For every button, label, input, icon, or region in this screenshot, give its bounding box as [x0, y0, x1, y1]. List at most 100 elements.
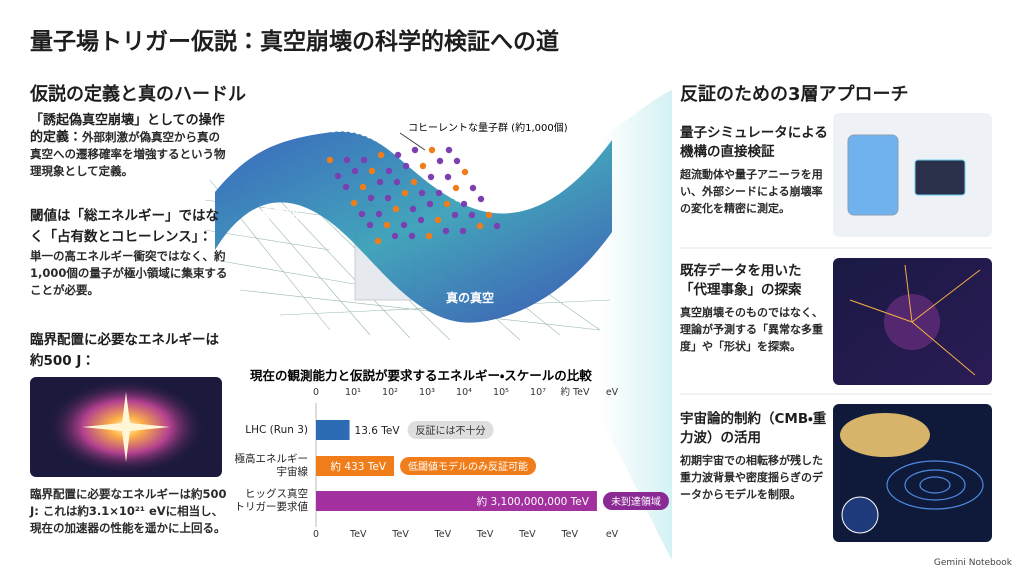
bar — [316, 491, 597, 511]
quantum-dot — [350, 199, 358, 207]
block-heading: 「誘起偽真空崩壊」としての操作的定義： — [30, 113, 225, 145]
quantum-dot — [394, 151, 402, 159]
block-heading: 閾値は「総エネルギー」ではなく「占有数とコヒーレンス」： — [30, 208, 219, 245]
right-block: 宇宙論的制約（CMB・重力波）の活用 初期宇宙での相転移が残した重力波背景や密度… — [680, 410, 828, 503]
right-block: 既存データを用いた「代理事象」の探索 真空崩壊そのものではなく、理論が予測する「… — [680, 262, 828, 355]
value-label: 約 433 TeV — [331, 460, 387, 473]
quantum-dot — [384, 194, 392, 202]
x-axis-bottom-label: eV — [606, 529, 619, 540]
quantum-dot — [368, 167, 376, 175]
quantum-dot — [360, 156, 368, 164]
right-block: 量子シミュレータによる機構の直接検証 超流動体や量子アニーラを用い、外部シードに… — [680, 124, 828, 217]
quantum-dot — [391, 232, 399, 240]
block-body: 単一の高エネルギー衝突ではなく、約1,000個の量子が極小領域に集束することが必… — [30, 249, 228, 297]
cluster-label: コヒーレントな量子群 (約1,000個) — [408, 121, 568, 134]
quantum-dot — [444, 173, 452, 181]
note-pill — [407, 421, 494, 439]
quantum-dot — [419, 162, 427, 170]
left-block: 「誘起偽真空崩壊」としての操作的定義：外部刺激が偽真空から真の真空への遷移確率を… — [30, 112, 230, 180]
quantum-dot — [343, 156, 351, 164]
right-heading: 反証のための3層アプローチ — [680, 84, 909, 105]
simulator-cylinder — [847, 134, 899, 216]
quantum-dot — [366, 221, 374, 229]
x-axis-top-label: 約 TeV — [560, 386, 590, 398]
note-pill — [400, 457, 537, 475]
x-axis-bottom-label: TeV — [560, 529, 578, 540]
x-axis-top-label: 10³ — [419, 387, 435, 398]
value-label: 約 3,100,000,000 TeV — [477, 495, 590, 508]
x-axis-bottom-label: TeV — [349, 529, 367, 540]
x-axis-top-label: 0 — [313, 387, 319, 398]
left-heading: 仮説の定義と真のハードル — [30, 84, 246, 105]
category-label: ヒッグス真空 トリガー要求値 — [234, 488, 309, 513]
x-axis-bottom-label: TeV — [434, 529, 452, 540]
category-label: LHC (Run 3) — [245, 423, 308, 436]
galaxy-inset — [841, 496, 879, 534]
quantum-dot — [436, 157, 444, 165]
quantum-dot — [428, 146, 436, 154]
quantum-dot — [400, 221, 408, 229]
block-body: 外部刺激が偽真空から真の真空への遷移確率を増強するという物理現象として定義。 — [30, 130, 226, 178]
x-axis-top-label: 10⁴ — [456, 387, 472, 398]
note-pill — [602, 492, 669, 510]
category-label: 極高エネルギー 宇宙線 — [234, 453, 309, 478]
quantum-dot — [326, 156, 334, 164]
quantum-dot — [435, 189, 443, 197]
quantum-dot — [469, 184, 477, 192]
quantum-dot — [409, 205, 417, 213]
collision-tracks — [849, 264, 981, 376]
dividers — [680, 247, 992, 395]
x-axis-bottom-label: TeV — [518, 529, 536, 540]
block-body: 真空崩壊そのものではなく、理論が予測する「異常な多重度」や「形状」を探索。 — [680, 306, 823, 353]
note-label: 未到達領域 — [611, 495, 661, 508]
bar — [316, 420, 350, 440]
quantum-dot — [418, 189, 426, 197]
x-axis-top-label: 10² — [382, 387, 398, 398]
quantum-dot — [359, 183, 367, 191]
value-label: 13.6 TeV — [355, 425, 401, 437]
block-heading: 宇宙論的制約（CMB・重力波）の活用 — [680, 411, 827, 446]
quantum-dot — [445, 146, 453, 154]
page-title: 量子場トリガー仮説：真空崩壊の科学的検証への道 — [30, 29, 559, 55]
block-body: 初期宇宙での相転移が残した重力波背景や密度揺らぎのデータからモデルを制限。 — [680, 454, 823, 501]
false-vacuum-label: 偽真空 — [261, 206, 298, 221]
note-label: 反証には不十分 — [416, 424, 486, 437]
quantum-dot — [477, 195, 485, 203]
quantum-dot — [402, 162, 410, 170]
x-axis-bottom-label: TeV — [476, 529, 494, 540]
quantum-dot — [385, 167, 393, 175]
chart: 0 10¹ 10² 10³ 10⁴ 10⁵ 10⁷ 約 TeV eV 0 TeV TeV TeV TeV T… — [313, 386, 669, 540]
block-heading: 量子シミュレータによる機構の直接検証 — [680, 125, 828, 160]
quantum-dot — [334, 172, 342, 180]
quantum-dot — [342, 183, 350, 191]
surface-ridge — [331, 130, 466, 206]
connector-fan — [600, 90, 672, 560]
true-vacuum-label: 真の真空 — [446, 290, 494, 305]
quantum-dot — [434, 216, 442, 224]
x-axis-top-label: 10⁵ — [493, 387, 509, 398]
x-axis-top-label: 10⁷ — [530, 387, 546, 398]
callout-line — [399, 132, 426, 151]
simulator-chip — [914, 159, 966, 196]
quantum-dot — [393, 178, 401, 186]
gw-rings — [886, 460, 984, 510]
x-axis-top-label: 10¹ — [345, 387, 361, 398]
quantum-cluster — [326, 146, 501, 245]
x-axis-bottom-label: TeV — [391, 529, 409, 540]
quantum-dot — [442, 227, 450, 235]
quantum-dot — [459, 227, 467, 235]
block-body: 超流動体や量子アニーラを用い、外部シードによる崩壊率の変化を精密に測定。 — [680, 168, 823, 215]
quantum-dot — [383, 221, 391, 229]
block-body: 臨界配置に必要なエネルギーは約500 J: これは約3.1×10²¹ eVに相当… — [30, 487, 227, 535]
quantum-dot — [417, 216, 425, 224]
quantum-dot — [408, 232, 416, 240]
cmb-map — [840, 413, 930, 457]
left-block: 閾値は「総エネルギー」ではなく「占有数とコヒーレンス」： 単一の高エネルギー衝突… — [30, 206, 230, 299]
quantum-dot — [493, 222, 501, 230]
quantum-dot — [392, 205, 400, 213]
quantum-dot — [468, 211, 476, 219]
quantum-dot — [485, 211, 493, 219]
